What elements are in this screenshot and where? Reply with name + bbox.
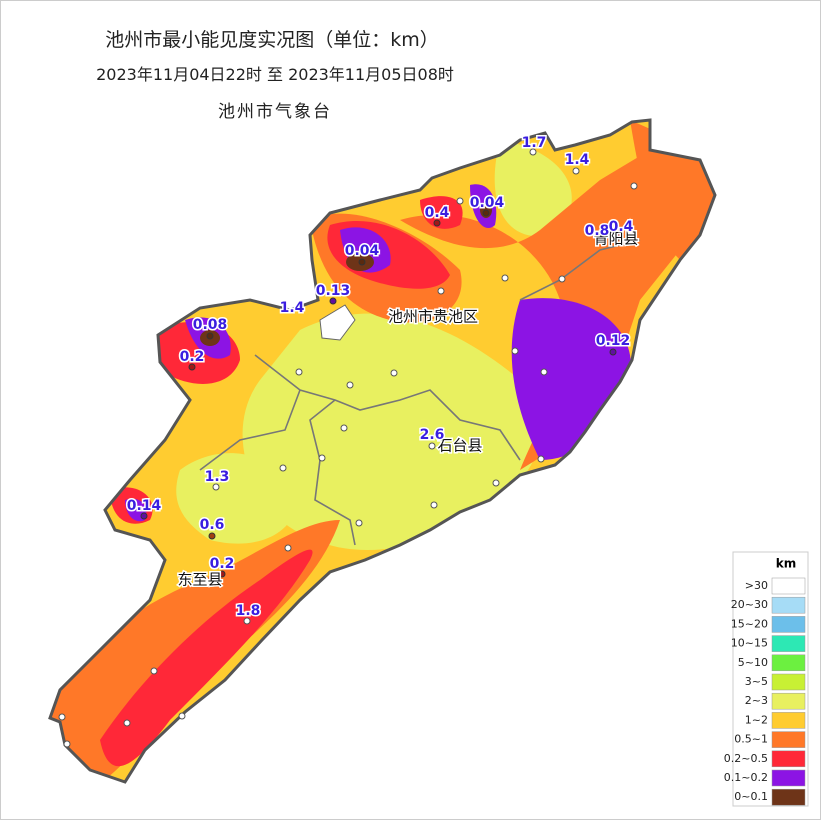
legend-swatch [771,788,806,806]
legend-swatch [771,712,806,729]
legend-swatch [771,635,806,652]
station-value: 0.12 [596,333,631,349]
station-value: 1.7 [522,135,547,151]
station-value: 0.04 [470,195,505,211]
county-label: 东至县 [177,571,222,589]
station-value: 0.4 [425,205,450,221]
legend-label: 0.2~0.5 [724,752,768,765]
legend-label: 20~30 [731,598,768,611]
station-value: 2.6 [420,427,445,443]
legend-label: >30 [745,579,768,592]
station-value: 0.08 [193,317,228,333]
legend-swatch [771,731,806,748]
legend-label: 15~20 [731,617,768,630]
legend-swatch [771,673,806,691]
legend-label: 5~10 [738,656,768,669]
legend: km >30 20~30 15~20 10~15 5~10 3~5 2~3 1~2 0.5~1 0… [724,551,809,807]
county-border [199,239,641,546]
agency: 池州市气象台 [218,102,332,122]
title: 池州市最小能见度实况图（单位：km） [105,29,439,51]
legend-swatch [771,577,806,595]
legend-label: 10~15 [731,637,768,650]
station-value: 0.14 [127,498,162,514]
legend-swatch [771,750,806,768]
station-value: 0.2 [210,556,235,572]
station-value: 1.4 [280,300,305,316]
station-value: 0.6 [200,517,225,533]
legend-label: 2~3 [745,694,768,707]
legend-title: km [776,557,796,571]
legend-label: 0.5~1 [734,733,768,746]
station-value: 0.4 [609,219,634,235]
county-label: 石台县 [437,437,482,455]
station-value: 0.8 [585,223,610,239]
stations [58,148,638,748]
station-value: 1.3 [205,469,230,485]
county-label: 青阳县 [593,230,638,248]
subtitle: 2023年11月04日22时 至 2023年11月05日08时 [96,65,454,84]
station-labels: 1.71.40.40.040.8 0.40.040.131.40.080.20.1… [125,134,635,621]
legend-swatch [771,692,806,710]
legend-label: 0~0.1 [734,790,768,803]
legend-swatch [771,596,806,614]
county-label: 池州市贵池区 [388,308,478,326]
legend-label: 0.1~0.2 [724,771,768,784]
station-value: 0.13 [316,283,351,299]
station-value: 0.04 [345,243,380,259]
station-value: 1.8 [236,603,261,619]
legend-label: 1~2 [745,713,768,726]
station-value: 1.4 [565,152,590,168]
legend-swatch [771,769,806,787]
legend-swatch [771,654,806,672]
station-value: 0.2 [180,349,205,365]
legend-swatch [771,616,806,633]
legend-label: 3~5 [745,675,768,688]
